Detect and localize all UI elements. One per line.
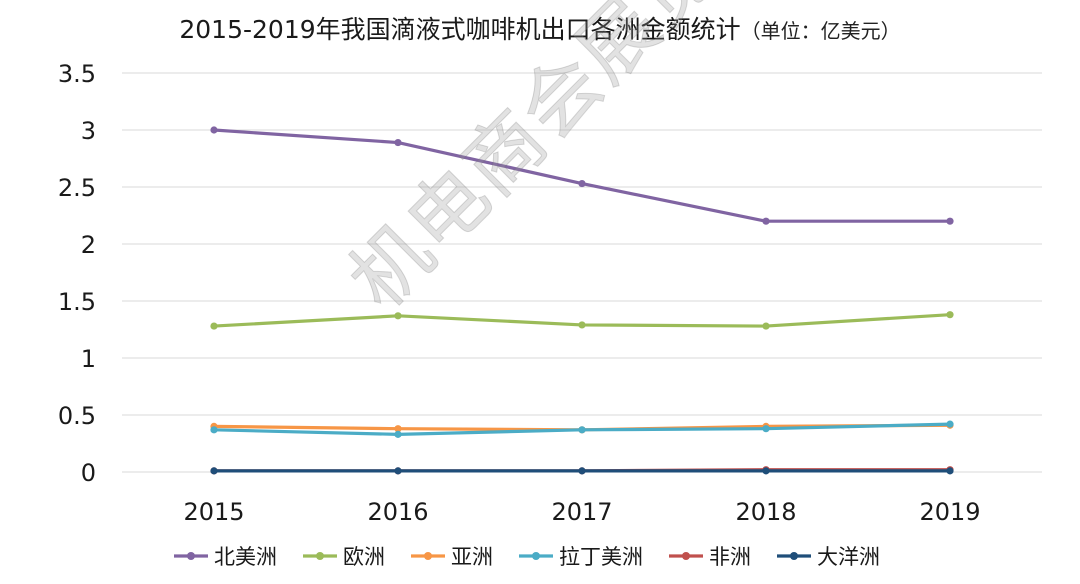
data-point (578, 467, 586, 475)
legend-item-5: 大洋洲 (777, 545, 880, 569)
data-point (210, 126, 218, 134)
legend-swatch-marker (790, 552, 798, 560)
legend-swatch-marker (187, 552, 195, 560)
series-1 (210, 311, 954, 330)
data-point (946, 420, 954, 428)
data-point (578, 179, 586, 188)
data-point (762, 217, 770, 225)
legend-label: 亚洲 (451, 545, 493, 569)
data-point (946, 311, 954, 319)
legend-label: 欧洲 (343, 545, 385, 569)
data-point (394, 138, 402, 147)
chart-title-block: 2015-2019年我国滴液式咖啡机出口各洲金额统计（单位：亿美元） (0, 10, 1080, 46)
data-point (946, 217, 954, 225)
data-point (762, 425, 770, 433)
chart-title-unit: （单位：亿美元） (740, 19, 901, 43)
data-point (394, 312, 402, 320)
data-point (394, 425, 402, 433)
data-point (578, 426, 586, 434)
y-tick-label: 3 (81, 117, 96, 145)
legend-item-1: 欧洲 (303, 545, 385, 569)
y-tick-label: 3.5 (58, 60, 96, 88)
data-point (210, 322, 218, 330)
data-point (578, 321, 586, 329)
legend-item-3: 拉丁美洲 (519, 545, 643, 569)
data-point (210, 467, 218, 475)
legend-swatch-marker (532, 552, 540, 560)
series-0 (210, 126, 954, 225)
data-point (210, 426, 218, 434)
legend-swatch-marker (682, 552, 690, 560)
series-5 (210, 467, 954, 475)
y-tick-label: 2 (81, 231, 96, 259)
legend-swatch-marker (424, 552, 432, 560)
data-point (762, 322, 770, 330)
chart-title: 2015-2019年我国滴液式咖啡机出口各洲金额统计 (179, 15, 741, 44)
legend-label: 非洲 (709, 545, 751, 569)
x-tick-label: 2015 (183, 498, 244, 526)
legend-item-0: 北美洲 (174, 545, 277, 569)
data-point (762, 467, 770, 475)
legend-label: 大洋洲 (817, 545, 880, 569)
x-tick-label: 2018 (735, 498, 796, 526)
legend-label: 拉丁美洲 (559, 545, 643, 569)
y-tick-label: 1 (81, 345, 96, 373)
legend-item-4: 非洲 (669, 545, 751, 569)
series-3 (210, 420, 954, 438)
data-point (394, 430, 402, 438)
x-tick-label: 2016 (367, 498, 428, 526)
y-tick-label: 1.5 (58, 288, 96, 316)
y-tick-label: 0 (81, 459, 96, 487)
data-point (394, 467, 402, 475)
legend-swatch-marker (316, 552, 324, 560)
x-tick-label: 2019 (919, 498, 980, 526)
legend-label: 北美洲 (214, 545, 277, 569)
y-tick-label: 0.5 (58, 402, 96, 430)
data-point (946, 467, 954, 475)
y-tick-label: 2.5 (58, 174, 96, 202)
x-tick-label: 2017 (551, 498, 612, 526)
legend-item-2: 亚洲 (411, 545, 493, 569)
